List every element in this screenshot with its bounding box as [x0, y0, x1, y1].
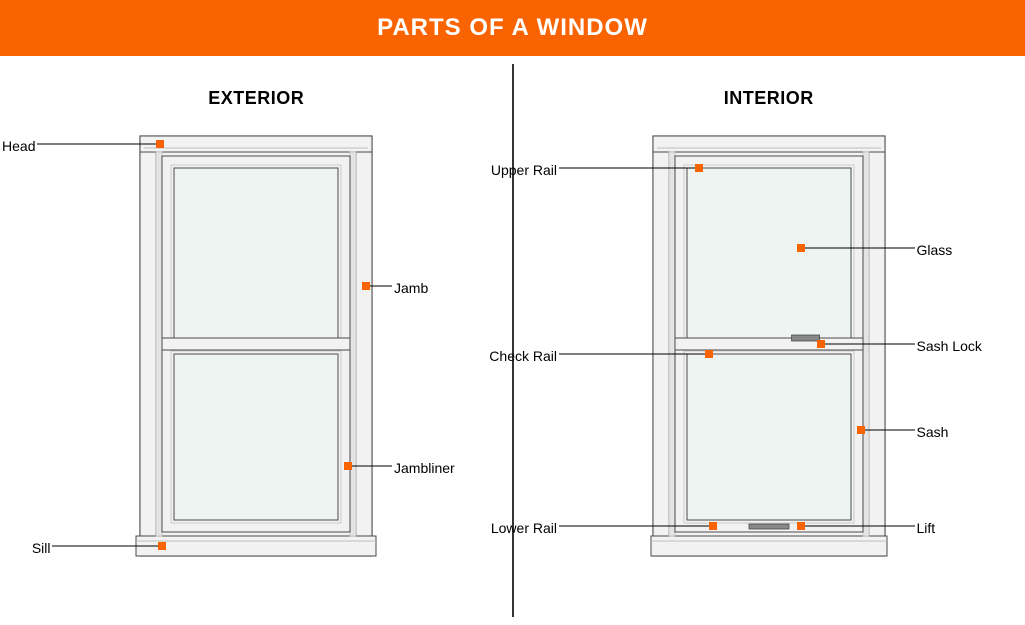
callout-check_rail: Check Rail [489, 348, 557, 364]
diagram-content: EXTERIOR HeadJambJamblinerSill INTERIOR … [0, 56, 1025, 625]
panel-interior: INTERIOR Upper RailGlassCheck RailSash L… [513, 56, 1025, 625]
callout-sill: Sill [32, 540, 51, 556]
callout-sash_lock: Sash Lock [917, 338, 982, 354]
callout-lower_rail: Lower Rail [491, 520, 557, 536]
panel-exterior: EXTERIOR HeadJambJamblinerSill [0, 56, 513, 625]
callout-upper_rail: Upper Rail [491, 162, 557, 178]
callout-jambliner: Jambliner [394, 460, 455, 476]
callout-head: Head [2, 138, 35, 154]
callout-jamb: Jamb [394, 280, 428, 296]
callout-glass: Glass [917, 242, 953, 258]
page-title: PARTS OF A WINDOW [377, 14, 648, 42]
callout-lift: Lift [917, 520, 936, 536]
title-banner: PARTS OF A WINDOW [0, 0, 1025, 56]
callout-sash: Sash [917, 424, 949, 440]
exterior-diagram [0, 56, 512, 625]
